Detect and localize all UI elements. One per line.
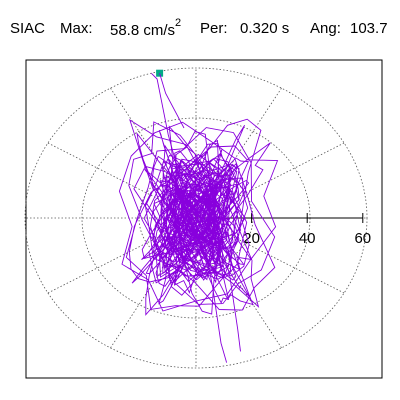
max-marker — [156, 69, 185, 129]
trace-excursion-3 — [212, 223, 241, 352]
max-value: 58.8 cm/s2 — [110, 17, 182, 39]
radial-tick-label-20: 20 — [243, 230, 260, 247]
radial-tick-label-60: 60 — [354, 230, 371, 247]
grid-ring-3 — [24, 67, 368, 369]
trace-path — [118, 118, 279, 316]
per-value: 0.320 s — [240, 20, 290, 37]
chart-title: SIAC Max: 58.8 cm/s2 Per: 0.320 s Ang: 1… — [10, 14, 400, 40]
per-label: Per: — [200, 20, 228, 37]
plot-frame — [25, 59, 383, 379]
station-name: SIAC — [10, 20, 46, 37]
trace-excursion-2 — [201, 229, 228, 363]
trace-excursion-1 — [151, 73, 186, 196]
max-label: Max: — [60, 20, 93, 37]
radial-tick-label-40: 40 — [299, 230, 316, 247]
max-point-trace — [159, 73, 185, 129]
ang-value: 103.7 — [350, 20, 388, 37]
ang-label: Ang: — [310, 20, 341, 37]
max-point-marker — [156, 69, 164, 77]
motion-trace — [118, 73, 279, 363]
